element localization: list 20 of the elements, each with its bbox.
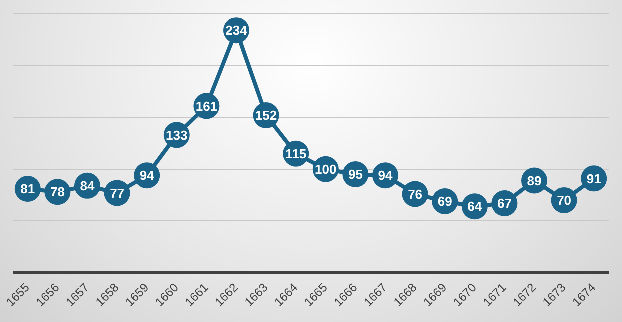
data-label: 78 <box>50 184 65 200</box>
data-label: 100 <box>315 162 337 177</box>
data-label: 64 <box>468 199 483 214</box>
data-label: 67 <box>497 196 512 212</box>
data-label: 69 <box>438 194 452 210</box>
data-label: 133 <box>166 128 188 143</box>
data-label: 152 <box>255 108 278 124</box>
data-label: 81 <box>20 182 36 197</box>
data-label: 89 <box>527 173 542 188</box>
data-label: 95 <box>348 167 363 182</box>
data-label: 94 <box>140 168 156 184</box>
data-label: 77 <box>110 186 125 201</box>
data-label: 161 <box>196 98 218 114</box>
data-label: 94 <box>378 168 394 184</box>
data-label: 91 <box>586 171 602 186</box>
data-label: 115 <box>286 146 307 162</box>
data-label: 84 <box>80 178 96 194</box>
data-label: 70 <box>557 193 572 208</box>
data-label: 76 <box>408 186 423 202</box>
data-label: 234 <box>226 23 248 38</box>
